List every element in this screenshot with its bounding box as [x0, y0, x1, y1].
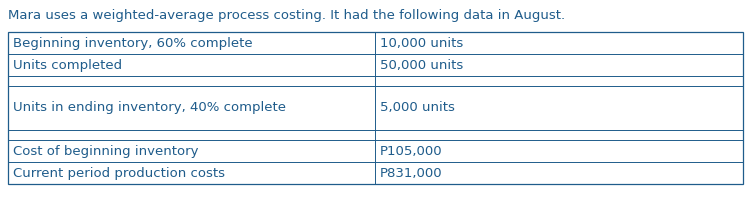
Text: Units in ending inventory, 40% complete: Units in ending inventory, 40% complete — [13, 102, 286, 114]
Text: 10,000 units: 10,000 units — [380, 37, 463, 50]
Text: Units completed: Units completed — [13, 59, 122, 71]
Text: Current period production costs: Current period production costs — [13, 166, 225, 180]
Text: Beginning inventory, 60% complete: Beginning inventory, 60% complete — [13, 37, 252, 50]
Text: P831,000: P831,000 — [380, 166, 442, 180]
Text: P105,000: P105,000 — [380, 144, 442, 157]
Text: Mara uses a weighted-average process costing. It had the following data in Augus: Mara uses a weighted-average process cos… — [8, 10, 565, 22]
Bar — [8, 32, 743, 184]
Text: 50,000 units: 50,000 units — [380, 59, 463, 71]
Text: 5,000 units: 5,000 units — [380, 102, 455, 114]
Text: Cost of beginning inventory: Cost of beginning inventory — [13, 144, 198, 157]
